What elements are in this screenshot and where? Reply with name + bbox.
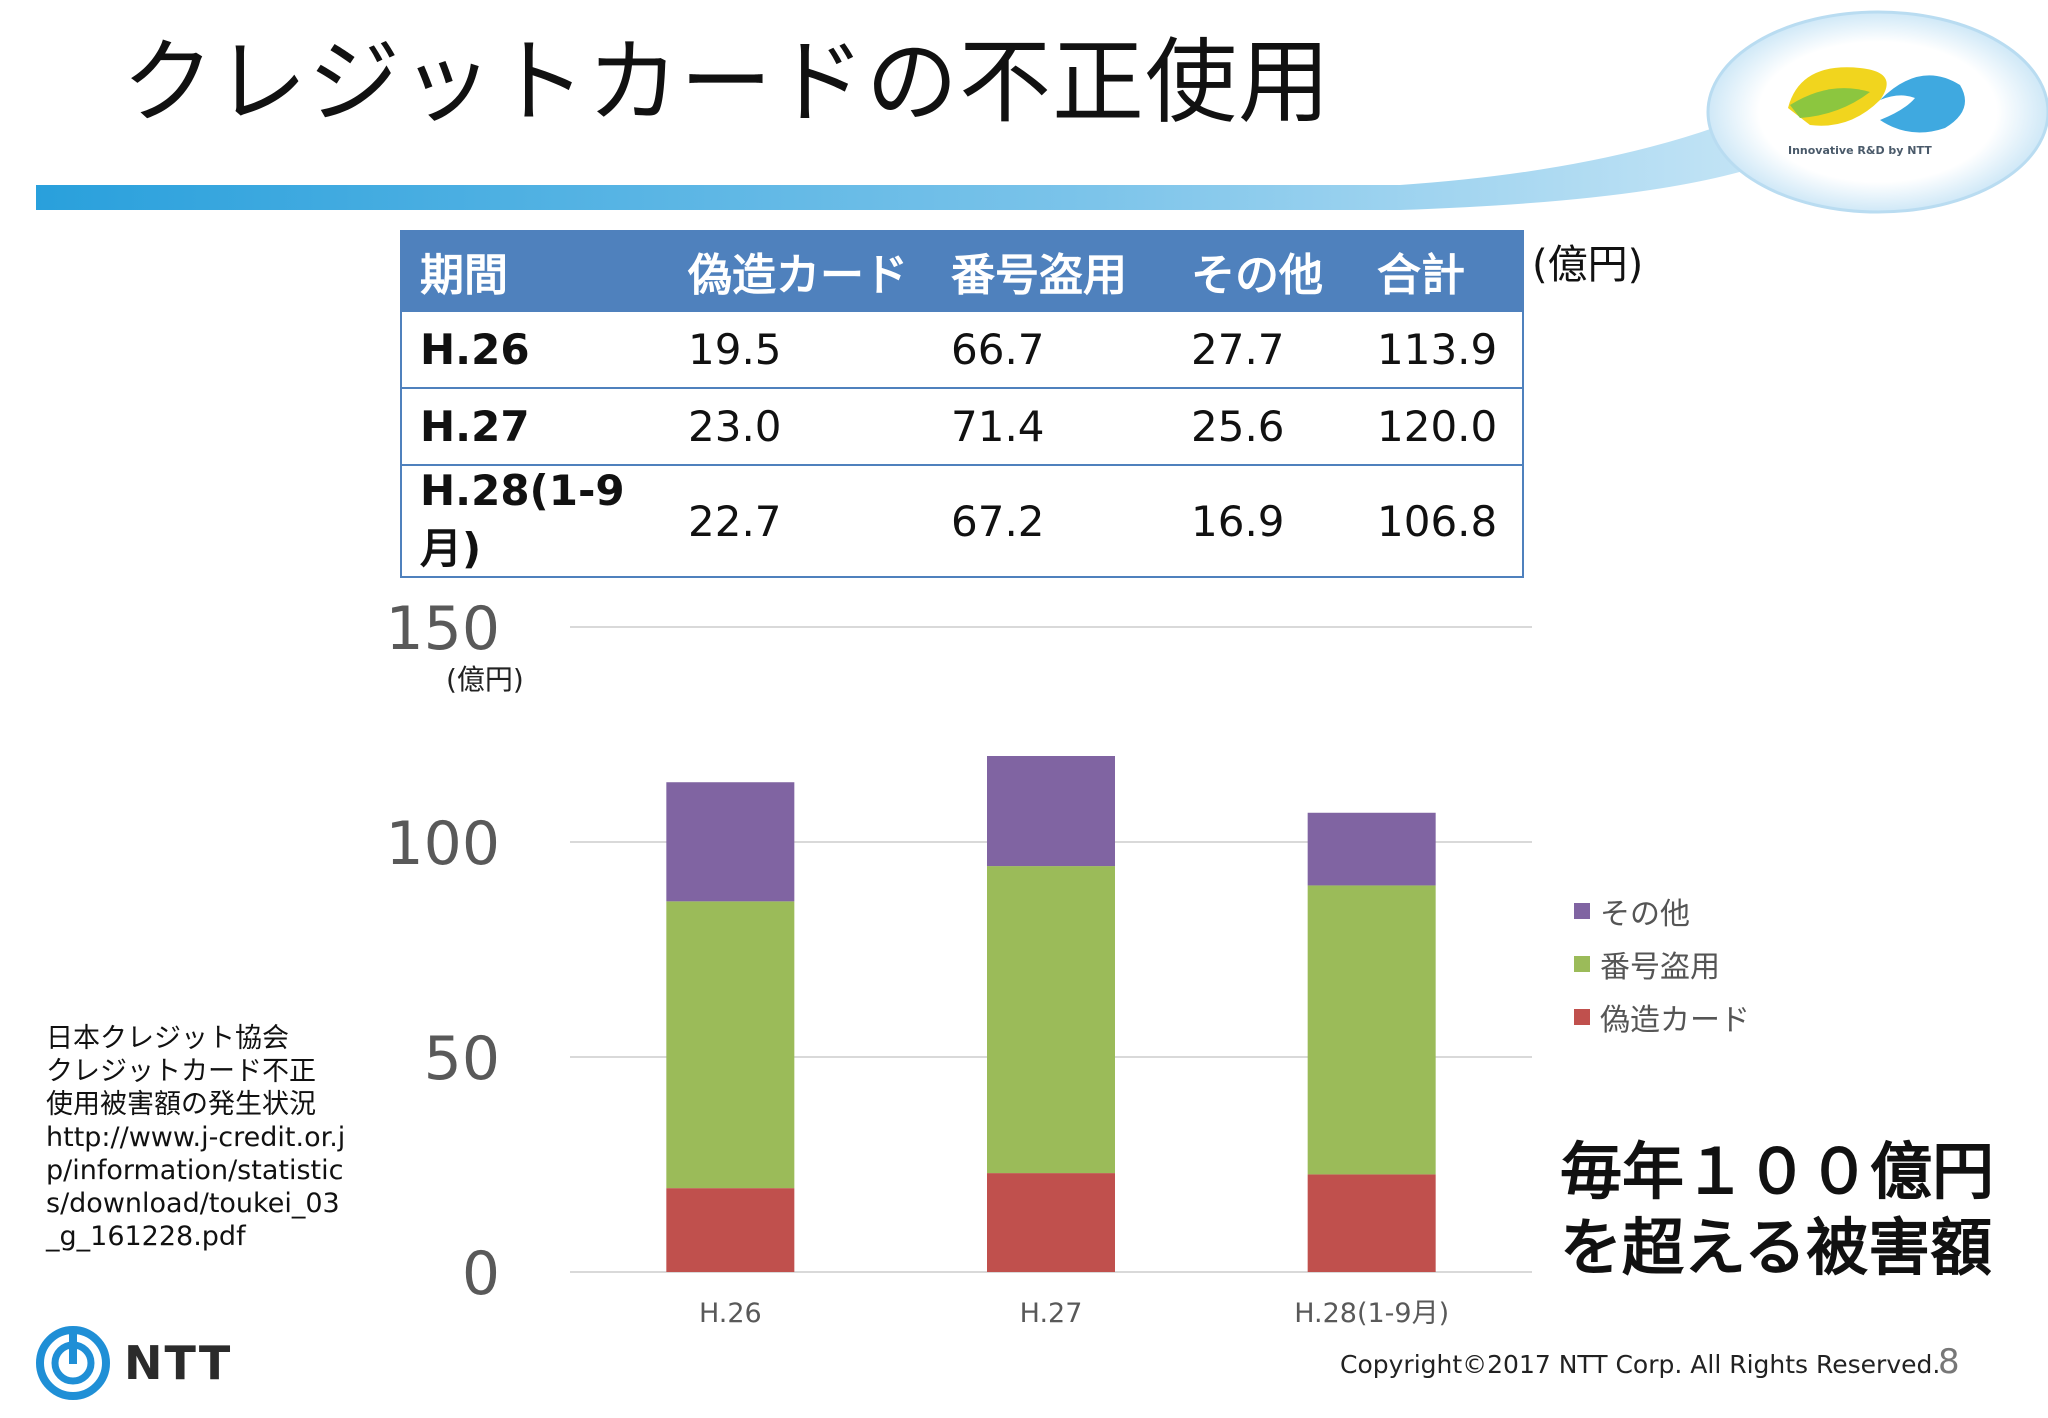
legend-swatch [1574,955,1590,972]
table-cell: H.27 [401,387,670,465]
callout-text: 毎年１００億円 を超える被害額 [1560,1134,1994,1286]
header-decoration [36,10,2048,214]
legend-label: その他 [1600,896,1690,932]
table-cell: 22.7 [670,464,933,577]
logo-swirl-blue [1880,75,1965,133]
table-row: H.26 19.5 66.7 27.7 113.9 [401,310,1523,388]
bar-segment [987,1173,1115,1272]
legend-item-counterfeit: 偽造カード [1574,990,1750,1043]
y-tick-label: 0 [462,1239,500,1309]
bar-segment [666,901,795,1189]
page-title: クレジットカードの不正使用 [122,29,1332,136]
source-line: 使用被害額の発生状況 [46,1089,316,1120]
bar-segment [666,782,795,902]
x-tick-label: H.28(1-9月) [1294,1298,1449,1329]
source-line: 日本クレジット協会 [46,1023,289,1054]
column-header: 偽造カード [670,231,933,311]
table-cell: 66.7 [933,310,1173,388]
logo-swirl-green [1790,88,1870,118]
source-note: 日本クレジット協会 クレジットカード不正 使用被害額の発生状況 http://w… [46,1022,346,1253]
page-number: 8 [1938,1342,1960,1382]
legend-swatch [1574,1008,1590,1025]
legend-label: 偽造カード [1600,1002,1750,1038]
x-tick-label: H.27 [1020,1298,1083,1329]
y-tick-label: 50 [424,1024,500,1094]
bar-segment [987,866,1115,1174]
y-axis-unit: (億円) [446,663,524,696]
table-cell: 23.0 [670,387,933,465]
bar-segment [1307,885,1436,1175]
y-tick-label: 150 [385,594,500,664]
table-header-row: 期間 偽造カード 番号盗用 その他 合計 [401,231,1523,311]
table-cell: 106.8 [1359,464,1523,577]
table-cell: H.26 [401,310,670,388]
ntt-logo: NTT [36,1326,232,1400]
legend-swatch [1574,902,1590,919]
bar-segment [1307,1174,1436,1272]
column-header: 期間 [401,231,670,311]
company-name: NTT [124,1336,233,1390]
table-cell: 27.7 [1173,310,1359,388]
table-cell: 113.9 [1359,310,1523,388]
table-row: H.27 23.0 71.4 25.6 120.0 [401,387,1523,465]
table-cell: 19.5 [670,310,933,388]
table-unit-label: (億円) [1532,242,1644,288]
stacked-bar-chart: 0 50 100 150 H.26 H.27 H.28(1-9月) [385,594,1532,1329]
column-header: 番号盗用 [933,231,1173,311]
callout-line: を超える被害額 [1560,1211,1993,1284]
source-url: http://www.j-credit.or.jp/information/st… [46,1122,346,1252]
table-cell: 71.4 [933,387,1173,465]
ntt-mark-icon [36,1326,110,1400]
table-cell: 16.9 [1173,464,1359,577]
logo-caption: Innovative R&D by NTT [1788,144,1932,157]
table-cell: 25.6 [1173,387,1359,465]
bar-segment [666,1188,795,1272]
y-tick-label: 100 [385,809,500,879]
legend-item-number-theft: 番号盗用 [1574,937,1750,990]
column-header: 合計 [1359,231,1523,311]
source-line: クレジットカード不正 [46,1056,316,1087]
column-header: その他 [1173,231,1359,311]
legend-item-other: その他 [1574,884,1750,937]
damage-table: 期間 偽造カード 番号盗用 その他 合計 H.26 19.5 66.7 27.7… [400,230,1524,578]
table-row: H.28(1-9月) 22.7 67.2 16.9 106.8 [401,464,1523,577]
x-tick-label: H.26 [699,1298,762,1329]
legend-label: 番号盗用 [1600,949,1720,985]
callout-line: 毎年１００億円 [1560,1135,1995,1208]
bar-segment [1307,812,1436,886]
bar-segment [987,756,1115,867]
table-cell: 120.0 [1359,387,1523,465]
chart-legend: その他 番号盗用 偽造カード [1574,884,1750,1043]
copyright: Copyright©2017 NTT Corp. All Rights Rese… [1340,1350,1941,1379]
table-cell: 67.2 [933,464,1173,577]
table-cell: H.28(1-9月) [401,464,670,577]
